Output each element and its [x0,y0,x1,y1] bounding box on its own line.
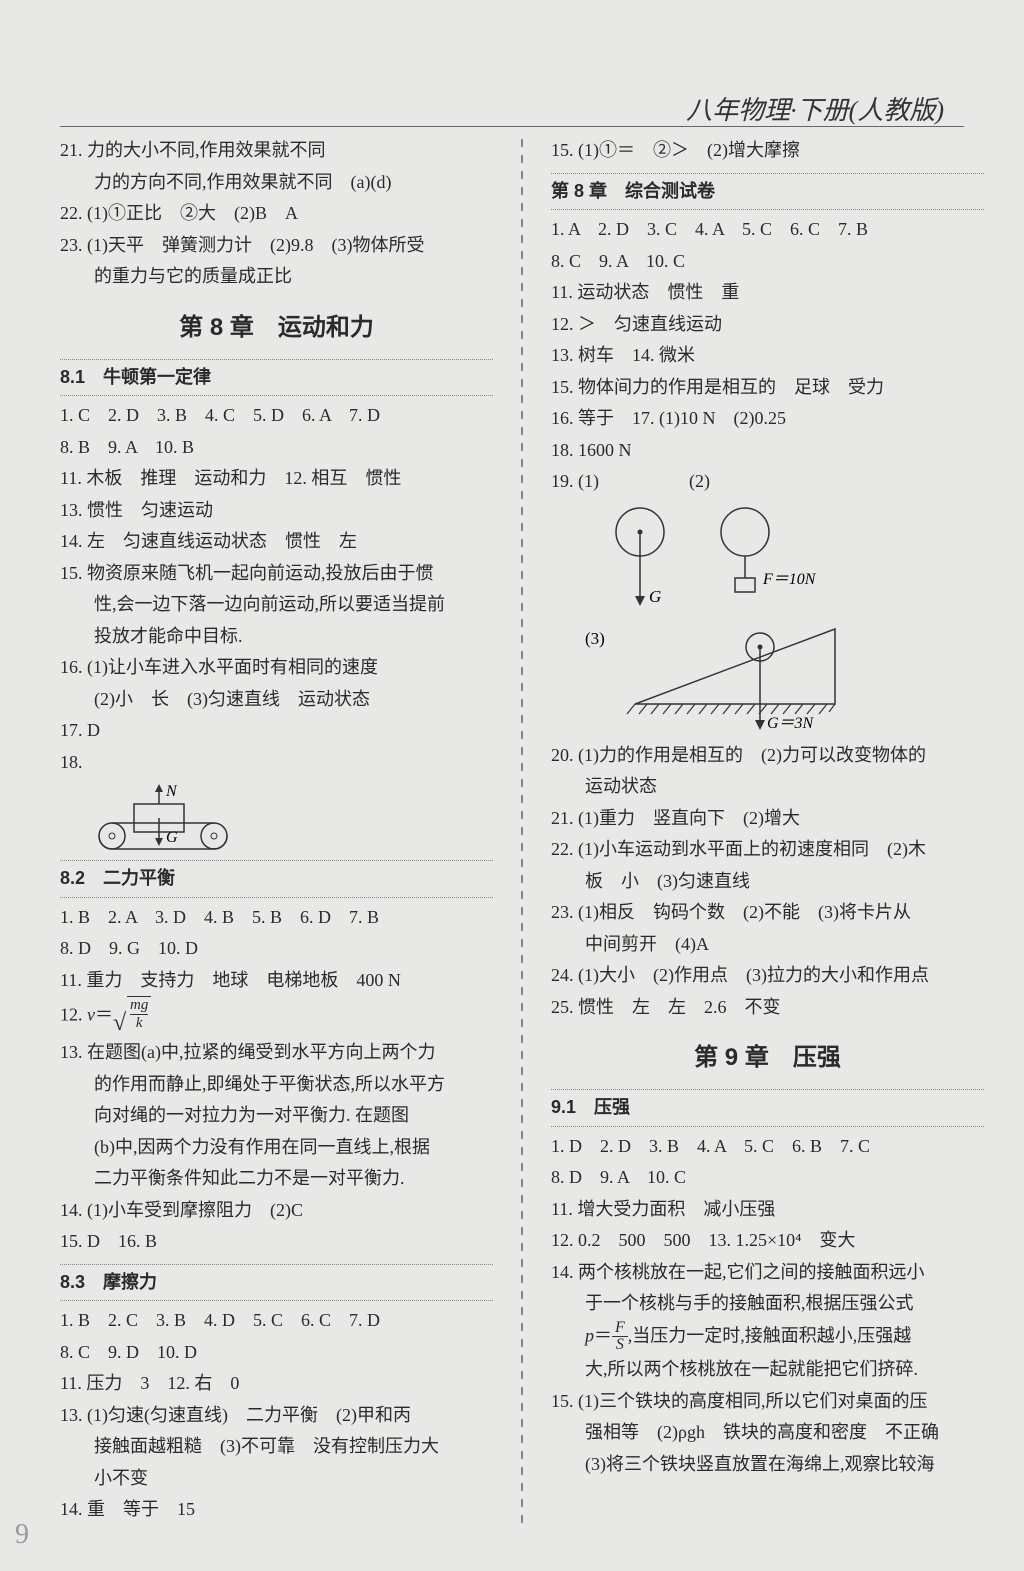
text-line: 20. (1)力的作用是相互的 (2)力可以改变物体的 [551,740,984,772]
text-line: 于一个核桃与手的接触面积,根据压强公式 [551,1288,984,1320]
text-line: 8. C 9. D 10. D [60,1337,493,1369]
text-line: 24. (1)大小 (2)作用点 (3)拉力的大小和作用点 [551,960,984,992]
text-line: 21. 力的大小不同,作用效果就不同 [60,135,493,167]
text-line: 15. D 16. B [60,1226,493,1258]
text-line: 接触面越粗糙 (3)不可靠 没有控制压力大 [60,1431,493,1463]
text-line: 14. (1)小车受到摩擦阻力 (2)C [60,1195,493,1227]
frac-den: S [612,1337,628,1354]
text-line: 强相等 (2)ρgh 铁块的高度和密度 不正确 [551,1417,984,1449]
text-line: 二力平衡条件知此二力不是一对平衡力. [60,1163,493,1195]
text-line: 11. 增大受力面积 减小压强 [551,1194,984,1226]
text-line: 23. (1)相反 钩码个数 (2)不能 (3)将卡片从 [551,897,984,929]
equals: ＝ [95,1005,113,1025]
text-line: 1. A 2. D 3. C 4. A 5. C 6. C 7. B [551,214,984,246]
formula-p: p＝ F S ,当压力一定时,接触面积越小,压强越 [551,1320,984,1355]
text-line: 14. 重 等于 15 [60,1494,493,1526]
text-line: 15. 物资原来随飞机一起向前运动,投放后由于惯 [60,558,493,590]
text-line: 1. C 2. D 3. B 4. C 5. D 6. A 7. D [60,400,493,432]
sqrt-den: k [130,1015,148,1032]
text-line: 22. (1)①正比 ②大 (2)B A [60,198,493,230]
two-columns: 21. 力的大小不同,作用效果就不同 力的方向不同,作用效果就不同 (a)(d)… [60,135,984,1526]
page-root: 八年物理·下册(人教版) 21. 力的大小不同,作用效果就不同 力的方向不同,作… [0,0,1024,1571]
text-line: 11. 重力 支持力 地球 电梯地板 400 N [60,965,493,997]
section-8-1-head: 8.1 牛顿第一定律 [60,359,493,397]
text-line: 12. 0.2 500 500 13. 1.25×10⁴ 变大 [551,1225,984,1257]
text-line: 力的方向不同,作用效果就不同 (a)(d) [60,167,493,199]
text-line: 8. D 9. G 10. D [60,933,493,965]
text-line: 的重力与它的质量成正比 [60,261,493,293]
text-line: 19. (1) (2) [551,466,984,498]
text-line: 18. [60,747,493,779]
text-line: 8. D 9. A 10. C [551,1162,984,1194]
diagram-18-conveyor: N G [94,784,493,854]
test-8-head: 第 8 章 综合测试卷 [551,173,984,211]
text-line: 向对绳的一对拉力为一对平衡力. 在题图 [60,1100,493,1132]
text-line: 运动状态 [551,771,984,803]
formula-12: 12. v＝ √ mg k [60,996,493,1037]
text-line: 性,会一边下落一边向前运动,所以要适当提前 [60,589,493,621]
section-8-2-head: 8.2 二力平衡 [60,860,493,898]
text-line: 14. 两个核桃放在一起,它们之间的接触面积远小 [551,1257,984,1289]
text-line: 11. 运动状态 惯性 重 [551,277,984,309]
formula-post: ,当压力一定时,接触面积越小,压强越 [628,1325,912,1345]
text-line: 板 小 (3)匀速直线 [551,866,984,898]
text-line: 投放才能命中目标. [60,621,493,653]
text-line: 8. B 9. A 10. B [60,432,493,464]
text-line: (2)小 长 (3)匀速直线 运动状态 [60,684,493,716]
text-line: 1. B 2. A 3. D 4. B 5. B 6. D 7. B [60,902,493,934]
chapter-9-title: 第 9 章 压强 [551,1037,984,1079]
var-v: v [87,1005,95,1025]
part3-label: (3) [585,629,605,648]
chapter-8-title: 第 8 章 运动和力 [60,307,493,349]
frac-num: F [612,1320,628,1338]
G-label-19: G [649,587,661,606]
text-line: 13. (1)匀速(匀速直线) 二力平衡 (2)甲和丙 [60,1400,493,1432]
text-line: 11. 木板 推理 运动和力 12. 相互 惯性 [60,463,493,495]
text-line: 15. 物体间力的作用是相互的 足球 受力 [551,372,984,404]
text-line: 小不变 [60,1463,493,1495]
text-line: (b)中,因两个力没有作用在同一直线上,根据 [60,1132,493,1164]
header-rule [60,126,964,127]
formula-prefix: 12. [60,1005,87,1025]
text-line: 13. 惯性 匀速运动 [60,495,493,527]
text-line: 11. 压力 3 12. 右 0 [60,1368,493,1400]
sqrt-num: mg [130,997,148,1015]
N-label: N [165,784,178,800]
text-line: 16. (1)让小车进入水平面时有相同的速度 [60,652,493,684]
diagram-19-svg: G F＝10N (3) G＝3N [585,504,905,734]
text-line: 1. D 2. D 3. B 4. A 5. C 6. B 7. C [551,1131,984,1163]
text-line: 中间剪开 (4)A [551,929,984,961]
diagram-19: G F＝10N (3) G＝3N [585,504,984,734]
text-line: 21. (1)重力 竖直向下 (2)增大 [551,803,984,835]
equals-p: ＝ [594,1325,612,1345]
G3-label: G＝3N [767,715,815,732]
text-line: (3)将三个铁块竖直放置在海绵上,观察比较海 [551,1449,984,1481]
right-column: 15. (1)①＝ ②＞ (2)增大摩擦 第 8 章 综合测试卷 1. A 2.… [551,135,984,1526]
text-line: 14. 左 匀速直线运动状态 惯性 左 [60,526,493,558]
page-header: 八年物理·下册(人教版) [686,90,944,127]
text-line: 16. 等于 17. (1)10 N (2)0.25 [551,403,984,435]
text-line: 15. (1)①＝ ②＞ (2)增大摩擦 [551,135,984,167]
text-line: 22. (1)小车运动到水平面上的初速度相同 (2)木 [551,834,984,866]
text-line: 12. ＞ 匀速直线运动 [551,309,984,341]
text-line: 25. 惯性 左 左 2.6 不变 [551,992,984,1024]
section-8-3-head: 8.3 摩擦力 [60,1264,493,1302]
left-column: 21. 力的大小不同,作用效果就不同 力的方向不同,作用效果就不同 (a)(d)… [60,135,493,1526]
conveyor-svg: N G [94,784,264,854]
var-p: p [585,1325,594,1345]
text-line: 23. (1)天平 弹簧测力计 (2)9.8 (3)物体所受 [60,230,493,262]
G-label: G [166,829,178,846]
F-label-19: F＝10N [762,571,817,588]
page-number-corner: 9 [15,1519,29,1551]
text-line: 1. B 2. C 3. B 4. D 5. C 6. C 7. D [60,1305,493,1337]
text-line: 13. 树车 14. 微米 [551,340,984,372]
text-line: 8. C 9. A 10. C [551,246,984,278]
text-line: 的作用而静止,即绳处于平衡状态,所以水平方 [60,1069,493,1101]
text-line: 大,所以两个核桃放在一起就能把它们挤碎. [551,1354,984,1386]
text-line: 17. D [60,715,493,747]
text-line: 18. 1600 N [551,435,984,467]
section-9-1-head: 9.1 压强 [551,1089,984,1127]
text-line: 15. (1)三个铁块的高度相同,所以它们对桌面的压 [551,1386,984,1418]
column-divider [521,135,523,1526]
